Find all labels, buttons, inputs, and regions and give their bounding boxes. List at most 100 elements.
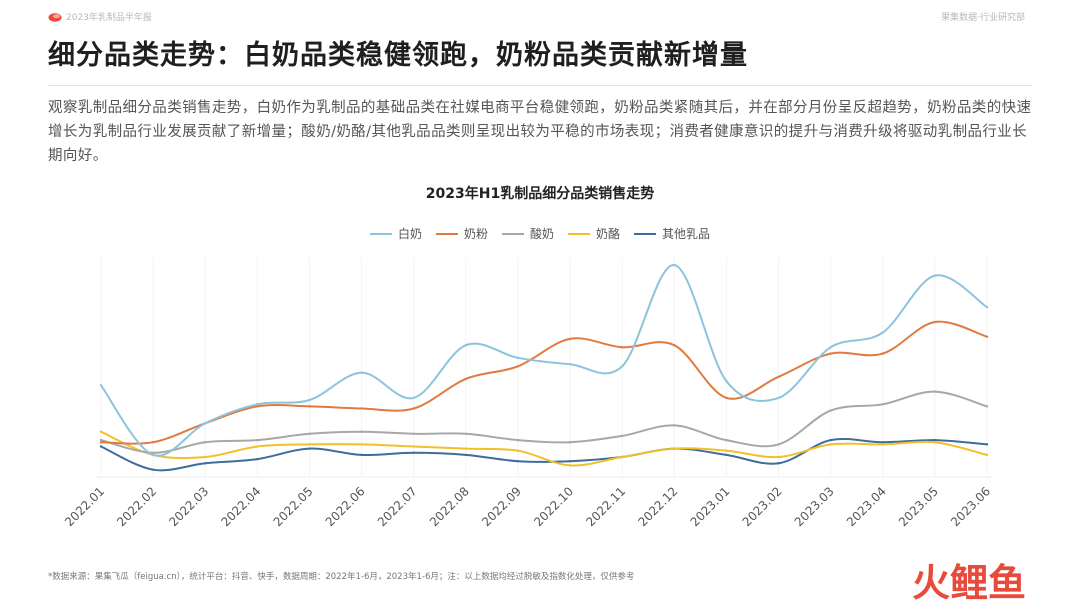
legend-item-cheese: 奶酪 xyxy=(568,225,620,242)
data-point-3-9 xyxy=(568,464,572,467)
data-point-3-6 xyxy=(412,445,415,448)
data-point-4-1 xyxy=(151,468,155,471)
series-line-0 xyxy=(100,264,988,457)
data-point-1-7 xyxy=(464,377,468,381)
data-point-1-13 xyxy=(777,375,780,379)
data-point-3-7 xyxy=(464,447,468,450)
org-tag: 果集数据·行业研究部 xyxy=(941,13,1025,23)
data-point-0-15 xyxy=(881,331,884,334)
x-tick-label: 2022.12 xyxy=(635,484,680,529)
report-tag: 2023年乳制品半年报 xyxy=(66,13,152,23)
logo-highlight xyxy=(53,14,60,19)
footnote: *数据来源：果集飞瓜（feigua.cn），统计平台：抖音、快手，数据周期：20… xyxy=(48,572,635,582)
data-point-4-3 xyxy=(256,457,259,461)
data-point-1-11 xyxy=(673,343,676,347)
data-point-2-1 xyxy=(151,451,155,454)
data-point-2-4 xyxy=(308,432,311,435)
x-tick-label: 2022.03 xyxy=(166,484,211,529)
data-point-4-7 xyxy=(464,453,468,457)
data-point-0-10 xyxy=(620,365,624,368)
data-point-2-16 xyxy=(933,390,937,393)
chart-legend: 白奶 奶粉 酸奶 奶酪 其他乳品 xyxy=(0,225,1080,242)
data-point-2-15 xyxy=(881,403,884,406)
legend-label: 奶酪 xyxy=(596,227,621,241)
data-point-0-9 xyxy=(568,362,572,366)
data-point-2-12 xyxy=(725,438,728,442)
data-point-1-6 xyxy=(412,407,415,410)
x-tick-label: 2022.06 xyxy=(323,484,368,529)
data-point-0-1 xyxy=(151,453,155,457)
data-point-1-4 xyxy=(308,405,311,408)
legend-item-milk-powder: 奶粉 xyxy=(435,225,488,242)
data-point-4-15 xyxy=(881,441,884,444)
legend-label: 酸奶 xyxy=(529,227,554,241)
data-point-3-5 xyxy=(360,443,363,446)
data-point-2-13 xyxy=(777,443,780,446)
data-point-2-9 xyxy=(568,441,572,444)
series-line-3 xyxy=(100,430,988,467)
legend-swatch xyxy=(568,232,590,235)
x-tick-label: 2023.02 xyxy=(740,484,785,529)
x-tick-label: 2022.09 xyxy=(479,484,524,529)
data-point-3-16 xyxy=(933,441,937,444)
data-point-0-12 xyxy=(725,379,728,383)
data-point-3-13 xyxy=(777,455,780,459)
data-point-2-6 xyxy=(412,432,415,435)
data-point-3-17 xyxy=(985,453,989,457)
data-point-4-5 xyxy=(360,453,363,457)
x-tick-label: 2022.11 xyxy=(583,484,628,529)
data-point-2-17 xyxy=(985,405,989,408)
x-tick-label: 2022.10 xyxy=(531,484,576,529)
data-point-4-8 xyxy=(516,460,520,463)
intro-paragraph: 观察乳制品细分品类销售走势，白奶作为乳制品的基础品类在社媒电商平台稳健领跑，奶粉… xyxy=(48,100,1032,164)
legend-swatch xyxy=(369,232,392,235)
data-point-3-11 xyxy=(673,447,676,450)
data-point-0-17 xyxy=(985,306,989,309)
data-point-0-3 xyxy=(256,403,259,406)
data-point-3-12 xyxy=(725,449,728,452)
data-point-1-12 xyxy=(725,396,728,400)
data-point-2-10 xyxy=(620,434,624,438)
data-point-0-2 xyxy=(204,422,207,425)
data-point-0-11 xyxy=(673,263,676,267)
x-tick-label: 2022.02 xyxy=(114,484,159,529)
data-point-2-8 xyxy=(516,438,520,442)
legend-label: 其他乳品 xyxy=(662,227,711,241)
data-point-3-3 xyxy=(256,445,259,448)
data-point-3-14 xyxy=(829,443,832,446)
data-point-1-5 xyxy=(360,407,363,410)
data-point-1-9 xyxy=(568,337,572,341)
data-point-0-13 xyxy=(777,396,780,400)
data-point-2-11 xyxy=(673,424,676,427)
x-tick-label: 2022.07 xyxy=(375,484,420,529)
data-point-1-1 xyxy=(151,441,155,444)
legend-item-white-milk: 白奶 xyxy=(369,225,422,242)
chart-title: 2023年H1乳制品细分品类销售走势 xyxy=(425,186,655,202)
data-point-2-5 xyxy=(360,430,363,433)
title-divider xyxy=(48,85,1032,86)
data-point-4-4 xyxy=(308,447,311,450)
data-point-4-0 xyxy=(99,445,103,448)
data-point-0-14 xyxy=(829,346,832,349)
data-point-1-16 xyxy=(933,320,937,324)
watermark-text: 火鲤鱼 xyxy=(912,561,1026,603)
data-point-4-2 xyxy=(204,462,207,465)
x-tick-label: 2023.06 xyxy=(948,484,993,529)
watermark-logo: 火鲤鱼 xyxy=(912,561,1026,603)
x-tick-label: 2023.03 xyxy=(792,484,837,529)
plot-area: 2022.01 2022.02 2022.03 2022.04 2022.05 2022.… xyxy=(62,257,993,529)
data-point-2-2 xyxy=(204,441,207,444)
data-point-1-17 xyxy=(985,335,989,338)
data-point-1-14 xyxy=(829,352,832,355)
series-line-4 xyxy=(100,437,988,472)
data-point-3-15 xyxy=(881,443,884,446)
page-title: 细分品类走势：白奶品类稳健领跑，奶粉品类贡献新增量 xyxy=(48,40,748,71)
data-point-0-16 xyxy=(933,274,937,277)
data-point-1-8 xyxy=(516,365,520,368)
series-line-1 xyxy=(100,320,988,445)
data-point-4-12 xyxy=(725,453,728,457)
data-point-3-8 xyxy=(516,449,520,452)
data-point-4-13 xyxy=(777,462,780,465)
data-point-3-10 xyxy=(620,455,624,459)
x-tick-label: 2023.01 xyxy=(688,484,733,529)
